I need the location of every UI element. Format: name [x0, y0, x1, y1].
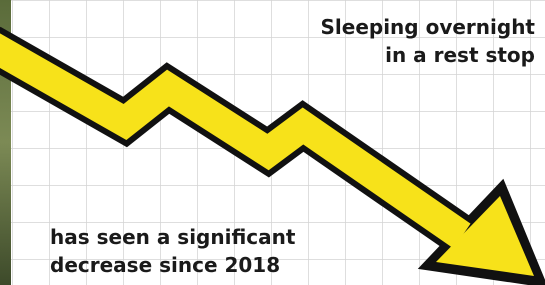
caption-line: has seen a significant — [50, 225, 296, 249]
headline-line: Sleeping overnight — [321, 15, 536, 39]
caption-line: decrease since 2018 — [50, 253, 280, 277]
headline-line: in a rest stop — [385, 43, 535, 67]
graphic: Sleeping overnight in a rest stop has se… — [0, 0, 545, 285]
